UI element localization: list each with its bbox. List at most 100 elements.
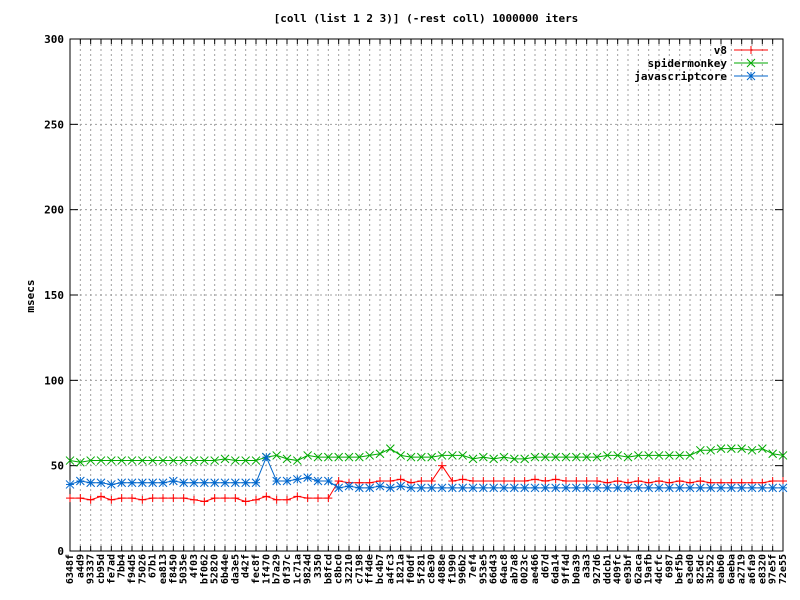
data-point-javascriptcore <box>179 478 189 488</box>
data-point-javascriptcore <box>313 476 323 486</box>
x-tick-label: e93bf <box>623 554 634 584</box>
x-tick-label: 6da14 <box>551 554 562 584</box>
x-tick-label: fe7ad <box>106 554 117 584</box>
data-point-javascriptcore <box>757 483 767 493</box>
x-tick-label: 6348f <box>65 554 76 584</box>
data-point-spidermonkey <box>210 456 220 465</box>
data-point-spidermonkey <box>385 444 395 453</box>
data-point-v8 <box>303 494 312 503</box>
x-tick-label: 6987 <box>664 554 675 578</box>
data-point-v8 <box>66 494 74 503</box>
data-point-javascriptcore <box>737 483 747 493</box>
data-point-v8 <box>117 494 126 503</box>
series-line-spidermonkey <box>69 448 784 463</box>
x-tick-label: 66d43 <box>489 554 500 584</box>
data-point-javascriptcore <box>334 483 344 493</box>
data-point-javascriptcore <box>416 483 426 493</box>
x-tick-label: bc4b7 <box>375 554 386 584</box>
data-point-v8 <box>613 477 622 486</box>
x-tick-label: 4088e <box>437 554 448 584</box>
data-point-v8 <box>386 477 395 486</box>
data-point-spidermonkey <box>158 456 168 465</box>
x-tick-label: a6fa9 <box>747 554 758 584</box>
data-point-javascriptcore <box>241 478 251 488</box>
data-point-spidermonkey <box>199 456 209 465</box>
data-point-spidermonkey <box>571 452 581 462</box>
x-tick-label: 927d6 <box>592 554 603 584</box>
data-point-v8 <box>76 494 85 503</box>
x-tick-label: 6aeba <box>726 554 737 584</box>
data-point-spidermonkey <box>489 454 499 464</box>
data-point-javascriptcore <box>726 483 736 493</box>
x-tick-label: a2719 <box>737 554 748 584</box>
data-point-javascriptcore <box>65 480 75 489</box>
data-point-javascriptcore <box>303 473 313 482</box>
data-point-v8 <box>231 494 240 503</box>
data-point-spidermonkey <box>427 452 437 462</box>
data-point-v8 <box>241 497 250 506</box>
data-point-v8 <box>469 477 477 486</box>
data-point-javascriptcore <box>127 478 137 488</box>
y-axis-label: msecs <box>24 279 37 312</box>
x-tick-label: 996b2 <box>458 554 469 584</box>
data-point-javascriptcore <box>251 478 261 488</box>
data-point-spidermonkey <box>633 451 643 460</box>
data-point-v8 <box>675 477 684 486</box>
data-point-javascriptcore <box>664 483 674 493</box>
data-point-spidermonkey <box>96 456 106 465</box>
y-tick-label: 50 <box>51 460 64 473</box>
y-tick-label: 0 <box>57 545 64 558</box>
data-point-javascriptcore <box>437 483 447 493</box>
data-point-v8 <box>159 494 167 503</box>
x-tick-label: 3b252 <box>706 554 717 584</box>
data-point-v8 <box>97 492 105 501</box>
data-point-spidermonkey <box>520 454 530 464</box>
data-point-spidermonkey <box>695 445 705 455</box>
chart-title: [coll (list 1 2 3)] (-rest coll) 1000000… <box>274 12 579 25</box>
data-point-spidermonkey <box>365 451 375 460</box>
x-tick-label: d42f <box>241 554 252 578</box>
data-point-javascriptcore <box>158 478 168 488</box>
data-point-javascriptcore <box>499 483 509 493</box>
data-point-javascriptcore <box>695 483 705 493</box>
data-point-v8 <box>562 477 570 486</box>
data-point-javascriptcore <box>292 474 302 484</box>
x-tick-label: c8bc0 <box>334 554 345 584</box>
data-point-v8 <box>210 494 219 503</box>
legend-label-v8: v8 <box>714 44 727 57</box>
data-point-javascriptcore <box>768 483 778 493</box>
data-point-spidermonkey <box>241 456 251 465</box>
x-tick-label: 19afb <box>644 554 655 584</box>
data-point-javascriptcore <box>716 483 726 493</box>
data-point-spidermonkey <box>561 452 571 462</box>
data-point-v8 <box>148 494 157 503</box>
y-tick-label: 200 <box>44 204 64 217</box>
data-point-spidermonkey <box>644 451 654 460</box>
data-point-javascriptcore <box>375 481 385 491</box>
data-point-spidermonkey <box>540 452 550 462</box>
data-point-spidermonkey <box>675 451 685 460</box>
data-point-javascriptcore <box>427 483 437 493</box>
data-point-javascriptcore <box>323 476 333 486</box>
x-tick-label: 0f37c <box>282 554 293 584</box>
x-tick-label: 52820 <box>210 554 221 584</box>
y-tick-label: 250 <box>44 118 64 131</box>
x-tick-label: f8450 <box>168 554 179 584</box>
x-tick-label: e3ed0 <box>685 554 696 584</box>
x-tick-label: 6b44e <box>220 554 231 584</box>
x-tick-label: 1f470 <box>261 554 272 584</box>
data-point-javascriptcore <box>354 483 364 493</box>
x-tick-label: ab7a8 <box>509 554 520 584</box>
data-point-v8 <box>448 477 457 486</box>
x-tick-label: 7ef4 <box>468 554 479 578</box>
legend-marker-javascriptcore <box>746 71 756 81</box>
data-point-javascriptcore <box>582 483 592 493</box>
data-point-v8 <box>179 494 188 503</box>
x-tick-label: b7a29 <box>272 554 283 584</box>
data-point-spidermonkey <box>148 456 158 465</box>
data-point-v8 <box>593 477 601 486</box>
data-point-javascriptcore <box>489 483 499 493</box>
data-point-spidermonkey <box>747 445 757 455</box>
data-point-spidermonkey <box>447 451 457 460</box>
